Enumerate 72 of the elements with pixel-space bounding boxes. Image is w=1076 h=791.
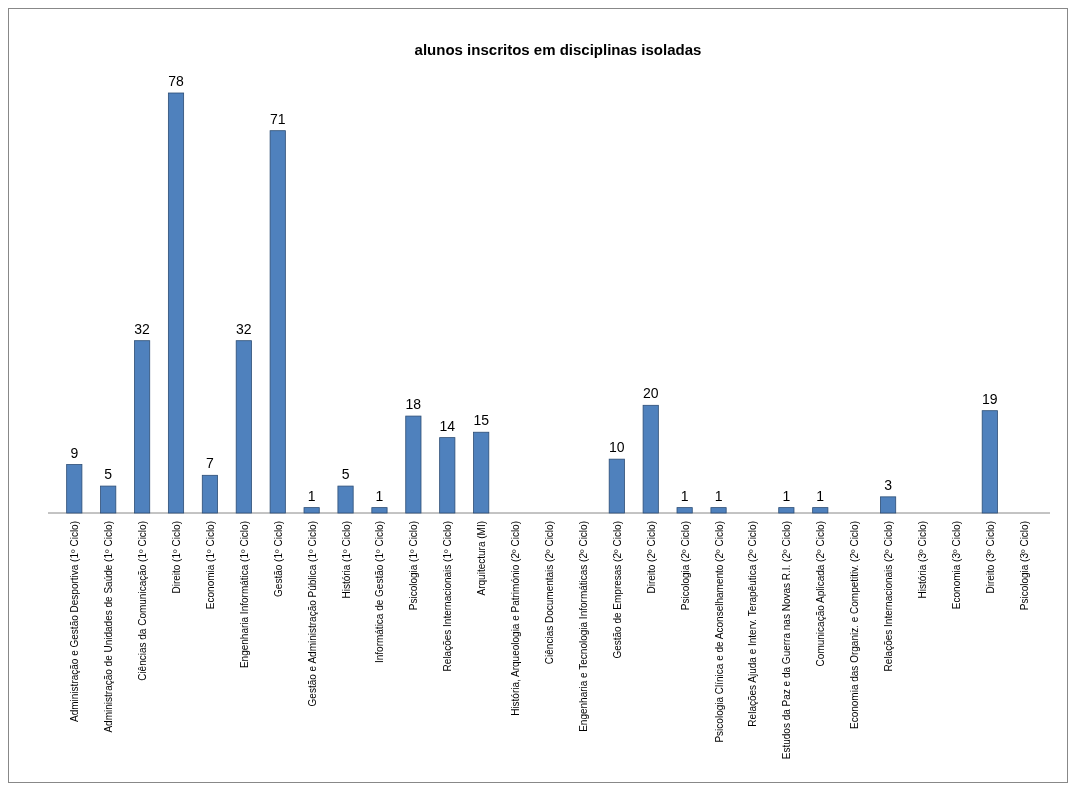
x-tick-label: Direito (3º Ciclo) [984,521,996,594]
chart-title: alunos inscritos em disciplinas isoladas [414,41,702,58]
bar [303,507,320,514]
x-tick-label: Gestão de Empresas (2º Ciclo) [611,521,623,659]
x-tick-label: Psicologia Clínica e de Aconselhamento (2º Ciclo) [713,521,725,743]
data-label: 5 [104,466,113,483]
data-label: 7 [206,455,215,472]
bar [134,340,151,514]
bar [642,404,659,514]
data-label: 10 [609,439,625,456]
data-label: 20 [642,385,659,402]
data-label: 1 [680,487,689,504]
x-tick-label: Gestão e Administração Pública (1º Ciclo) [306,521,318,707]
x-tick-label: História (1º Ciclo) [340,521,352,599]
data-label: 19 [982,390,998,407]
x-tick-label: Engenharia e Tecnologia Informáticas (2º Ciclo) [577,521,589,732]
bar [812,507,829,514]
x-tick-label: Informática de Gestão (1º Ciclo) [374,521,386,664]
bar [167,92,185,514]
x-tick-label: Economia (1º Ciclo) [204,521,216,610]
bar [337,485,354,514]
x-tick-label: Economia (3º Ciclo) [950,521,962,610]
x-tick-label: Administração de Unidades de Saúde (1º Ciclo) [103,521,115,733]
data-label: 9 [70,444,79,461]
x-tick-label: Economia das Organiz. e Competitiv. (2º Ciclo) [849,521,861,729]
x-tick-label: Ciências da Comunicação (1º Ciclo) [137,521,149,681]
data-label: 71 [269,110,286,127]
bar [269,130,286,514]
x-tick-label: Relações Internacionais (2º Ciclo) [883,521,895,672]
x-tick-label: Psicologia (1º Ciclo) [408,521,420,611]
x-tick-label: Direito (1º Ciclo) [171,521,183,594]
bar [676,507,693,514]
x-tick-label: Relações Internacionais (1º Ciclo) [442,521,454,672]
data-label: 5 [341,466,350,483]
x-tick-label: História (3º Ciclo) [916,521,928,599]
x-tick-label: Psicologia (3º Ciclo) [1018,521,1030,611]
x-tick-label: Engenharia Informática (1º Ciclo) [238,521,250,669]
x-tick-label: Comunicação Aplicada (2º Ciclo) [815,521,827,667]
x-tick-label: Arquitectura (MI) [476,521,488,596]
x-tick-label: Estudos da Paz e da Guerra nas Novas R.I. (2º Ciclo) [781,521,793,760]
bar [981,410,998,514]
data-label: 32 [236,320,252,337]
bar [880,496,897,514]
data-label: 15 [473,412,490,429]
x-tick-label: Administração e Gestão Desportiva (1º Ciclo) [69,521,81,722]
data-label: 1 [816,487,825,504]
bar [608,458,625,514]
x-tick-label: Gestão (1º Ciclo) [272,521,284,597]
x-tick-label: Relações Ajuda e Interv. Terapêutica (2º Ciclo) [747,521,759,727]
bar [710,507,727,514]
data-label: 3 [884,476,893,493]
x-tick-label: Ciências Documentais (2º Ciclo) [544,521,555,665]
data-label: 14 [439,417,456,434]
data-label: 18 [405,396,422,413]
bar [100,485,117,514]
data-label: 78 [168,73,184,89]
data-label: 32 [134,320,151,337]
bar [371,507,388,514]
bar [235,340,252,514]
bar [405,415,422,514]
x-tick-label: Direito (2º Ciclo) [645,521,657,594]
x-tick-label: História, Arqueologia e Património (2º Ciclo) [510,521,522,716]
data-label: 1 [307,487,316,504]
data-label: 1 [375,487,384,504]
x-tick-label: Psicologia (2º Ciclo) [679,521,691,611]
bar [66,464,83,514]
data-label: 1 [782,487,791,504]
data-label: 1 [714,487,723,504]
bar [778,507,795,514]
bar [473,431,490,514]
bar [201,474,218,514]
bar [439,437,456,514]
